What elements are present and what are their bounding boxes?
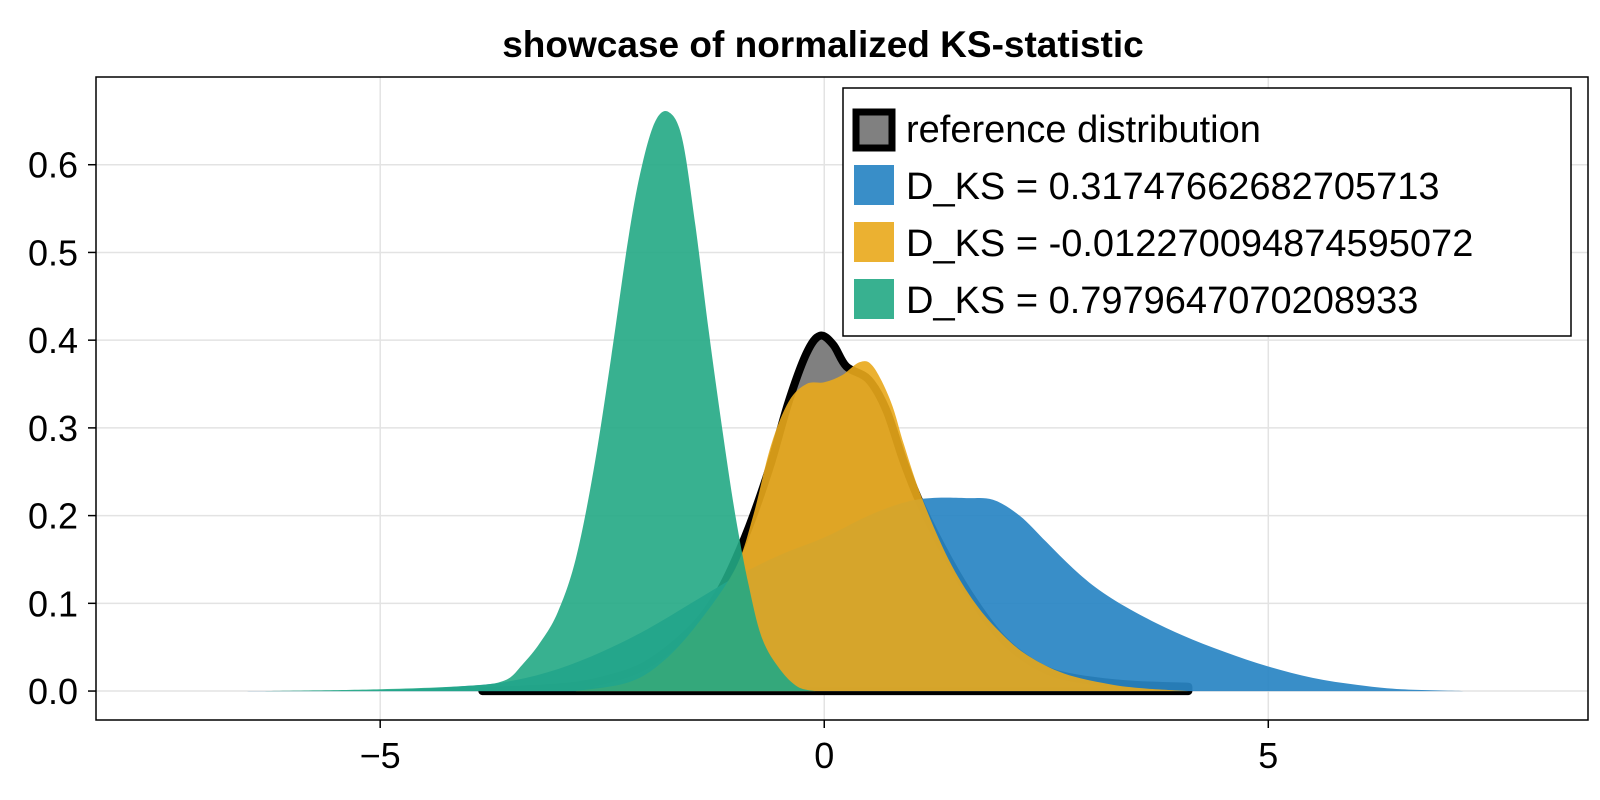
- y-tick-label: 0.5: [28, 232, 78, 273]
- x-tick-label: −5: [360, 735, 401, 776]
- density-area-series-3: [264, 111, 816, 692]
- legend-label: D_KS = 0.31747662682705713: [906, 166, 1440, 208]
- legend-label: D_KS = -0.012270094874595072: [906, 223, 1473, 265]
- legend-swatch: [854, 165, 894, 205]
- legend-box: [842, 87, 1572, 337]
- y-tick-label: 0.4: [28, 320, 78, 361]
- legend-label: reference distribution: [906, 109, 1261, 151]
- y-tick-label: 0.6: [28, 145, 78, 186]
- legend-swatch: [854, 222, 894, 262]
- y-tick-label: 0.2: [28, 496, 78, 537]
- density-areas: [247, 111, 1464, 696]
- axis-ticks: −5 0 5 0.0 0.1 0.2 0.3 0.4 0.5 0.6: [28, 145, 1278, 776]
- x-tick-label: 0: [814, 735, 834, 776]
- legend-label: D_KS = 0.7979647070208933: [906, 280, 1418, 322]
- legend-swatch-reference: [852, 108, 896, 152]
- y-tick-label: 0.0: [28, 671, 78, 712]
- x-tick-label: 5: [1258, 735, 1278, 776]
- plot-frame: [95, 76, 1589, 721]
- y-tick-label: 0.3: [28, 408, 78, 449]
- legend-swatch: [854, 279, 894, 319]
- y-tick-label: 0.1: [28, 583, 78, 624]
- chart-title: showcase of normalized KS-statistic: [502, 24, 1144, 65]
- legend: reference distribution D_KS = 0.317476626…: [842, 87, 1572, 337]
